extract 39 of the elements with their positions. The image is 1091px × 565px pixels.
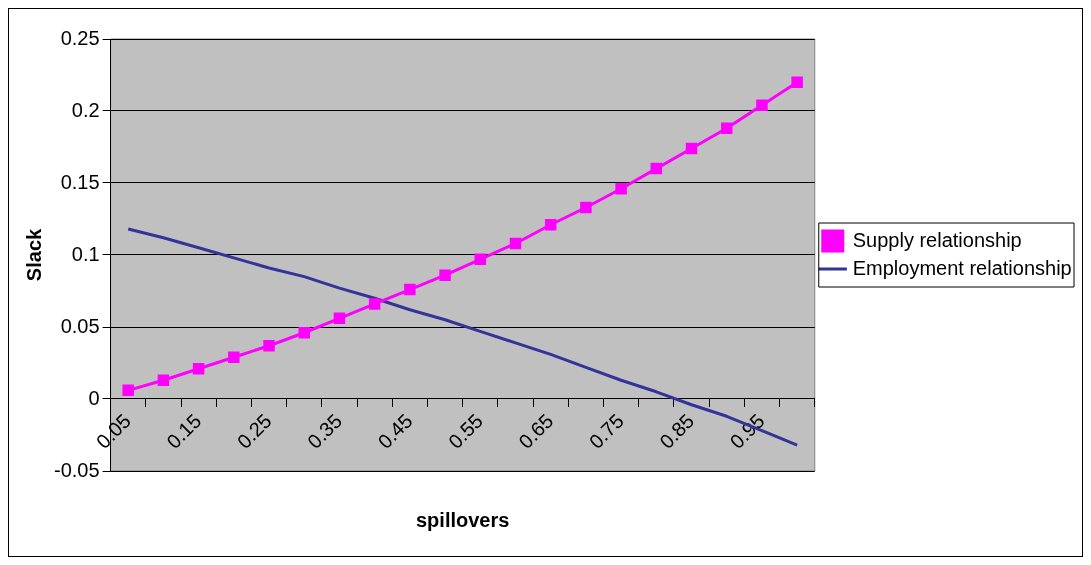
y-tick-label: -0.05 [53,458,100,481]
point [650,162,663,175]
point [720,122,733,135]
point [791,76,803,88]
x-axis-title: spillovers [415,508,510,531]
point [580,201,592,214]
y-tick-label: 0.05 [60,314,100,337]
point [439,269,451,281]
y-axis-title: Slack [22,227,45,282]
x-tick-label: 0.25 [232,409,276,453]
point [544,219,557,231]
point [333,312,346,325]
x-tick-label: 0.85 [655,409,699,453]
point [509,237,522,250]
x-tick-label: 0.35 [303,409,347,453]
y-tick-label: 0.25 [60,26,100,49]
y-tick-label: 0 [88,386,100,409]
y-tick-label: 0.1 [71,242,100,265]
x-tick-label: 0.45 [373,409,417,453]
point [404,283,416,296]
point [263,339,275,352]
point [368,298,381,310]
x-tick-label: 0.15 [162,409,206,453]
point [756,99,768,111]
legend-label: Supply relationship [852,228,1022,251]
point [474,253,487,266]
x-tick-label: 0.75 [584,409,628,453]
x-tick-label: 0.65 [514,409,558,453]
point [298,327,310,339]
y-tick-label: 0.15 [60,170,100,193]
x-tick-label: 0.55 [443,409,487,453]
point [228,351,240,363]
legend-label: Employment relationship [852,256,1072,279]
point [192,363,205,375]
point [122,384,134,397]
point [615,183,627,195]
y-tick-label: 0.2 [71,98,100,121]
point [157,374,170,387]
point [685,142,698,155]
